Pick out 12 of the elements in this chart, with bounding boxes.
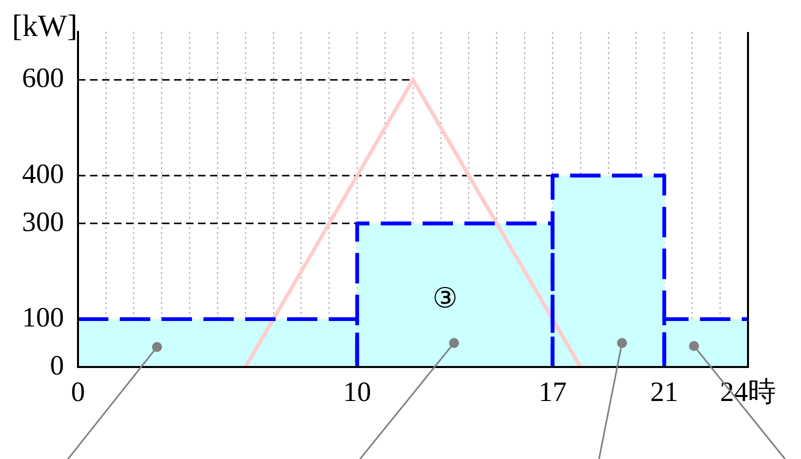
annotation: ③ bbox=[432, 283, 458, 314]
y-tick-label: 0 bbox=[50, 350, 64, 382]
y-axis-title: [kW] bbox=[12, 8, 78, 43]
y-tick-label: 600 bbox=[22, 63, 64, 94]
x-tick-label: 21 bbox=[650, 377, 678, 408]
x-tick-label: 17 bbox=[538, 377, 567, 408]
y-tick-label: 100 bbox=[22, 302, 64, 334]
x-tick-label: 24時 bbox=[720, 377, 776, 408]
y-tick-label: 300 bbox=[22, 206, 64, 238]
x-tick-label: 10 bbox=[343, 377, 372, 408]
x-tick-label: 0 bbox=[71, 377, 85, 408]
y-tick-label: 400 bbox=[22, 158, 64, 190]
